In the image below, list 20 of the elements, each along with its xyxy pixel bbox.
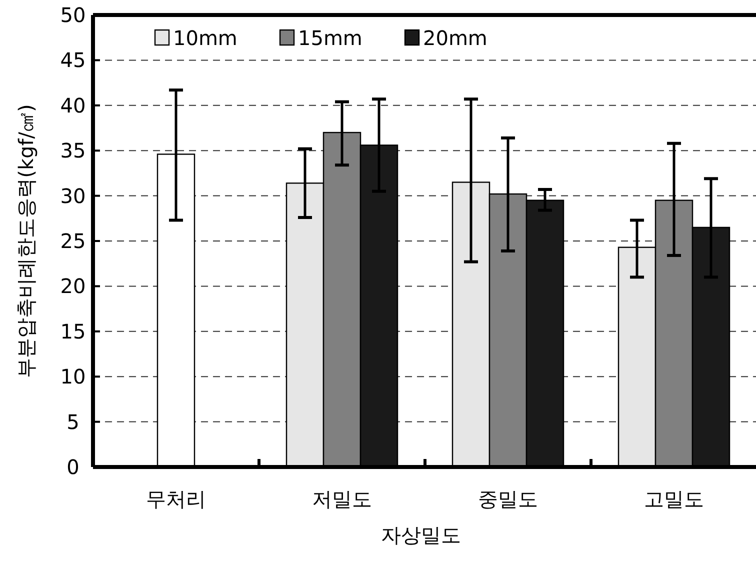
- legend-label: 20mm: [423, 26, 488, 50]
- x-tick-label: 중밀도: [478, 487, 538, 511]
- y-tick-label: 20: [60, 274, 86, 298]
- y-tick-label: 50: [60, 3, 86, 27]
- y-tick-label: 45: [60, 48, 86, 72]
- x-tick-label: 고밀도: [644, 487, 704, 511]
- x-tick-label: 저밀도: [312, 487, 372, 511]
- y-tick-label: 10: [60, 364, 86, 389]
- y-tick-label: 5: [66, 410, 80, 434]
- legend-label: 10mm: [173, 26, 238, 50]
- y-tick-label: 0: [66, 455, 80, 479]
- x-axis-title: 자상밀도: [381, 523, 461, 547]
- legend-label: 15mm: [298, 26, 362, 50]
- x-tick-label: 무처리: [146, 487, 206, 511]
- y-tick-label: 40: [60, 93, 86, 118]
- y-tick-label: 15: [60, 319, 86, 344]
- y-tick-label: 30: [60, 184, 86, 208]
- y-tick-label: 25: [60, 229, 86, 253]
- y-tick-label: 35: [60, 138, 86, 163]
- y-axis-title: 부분압축비례한도응력(kgf/㎠): [14, 104, 38, 378]
